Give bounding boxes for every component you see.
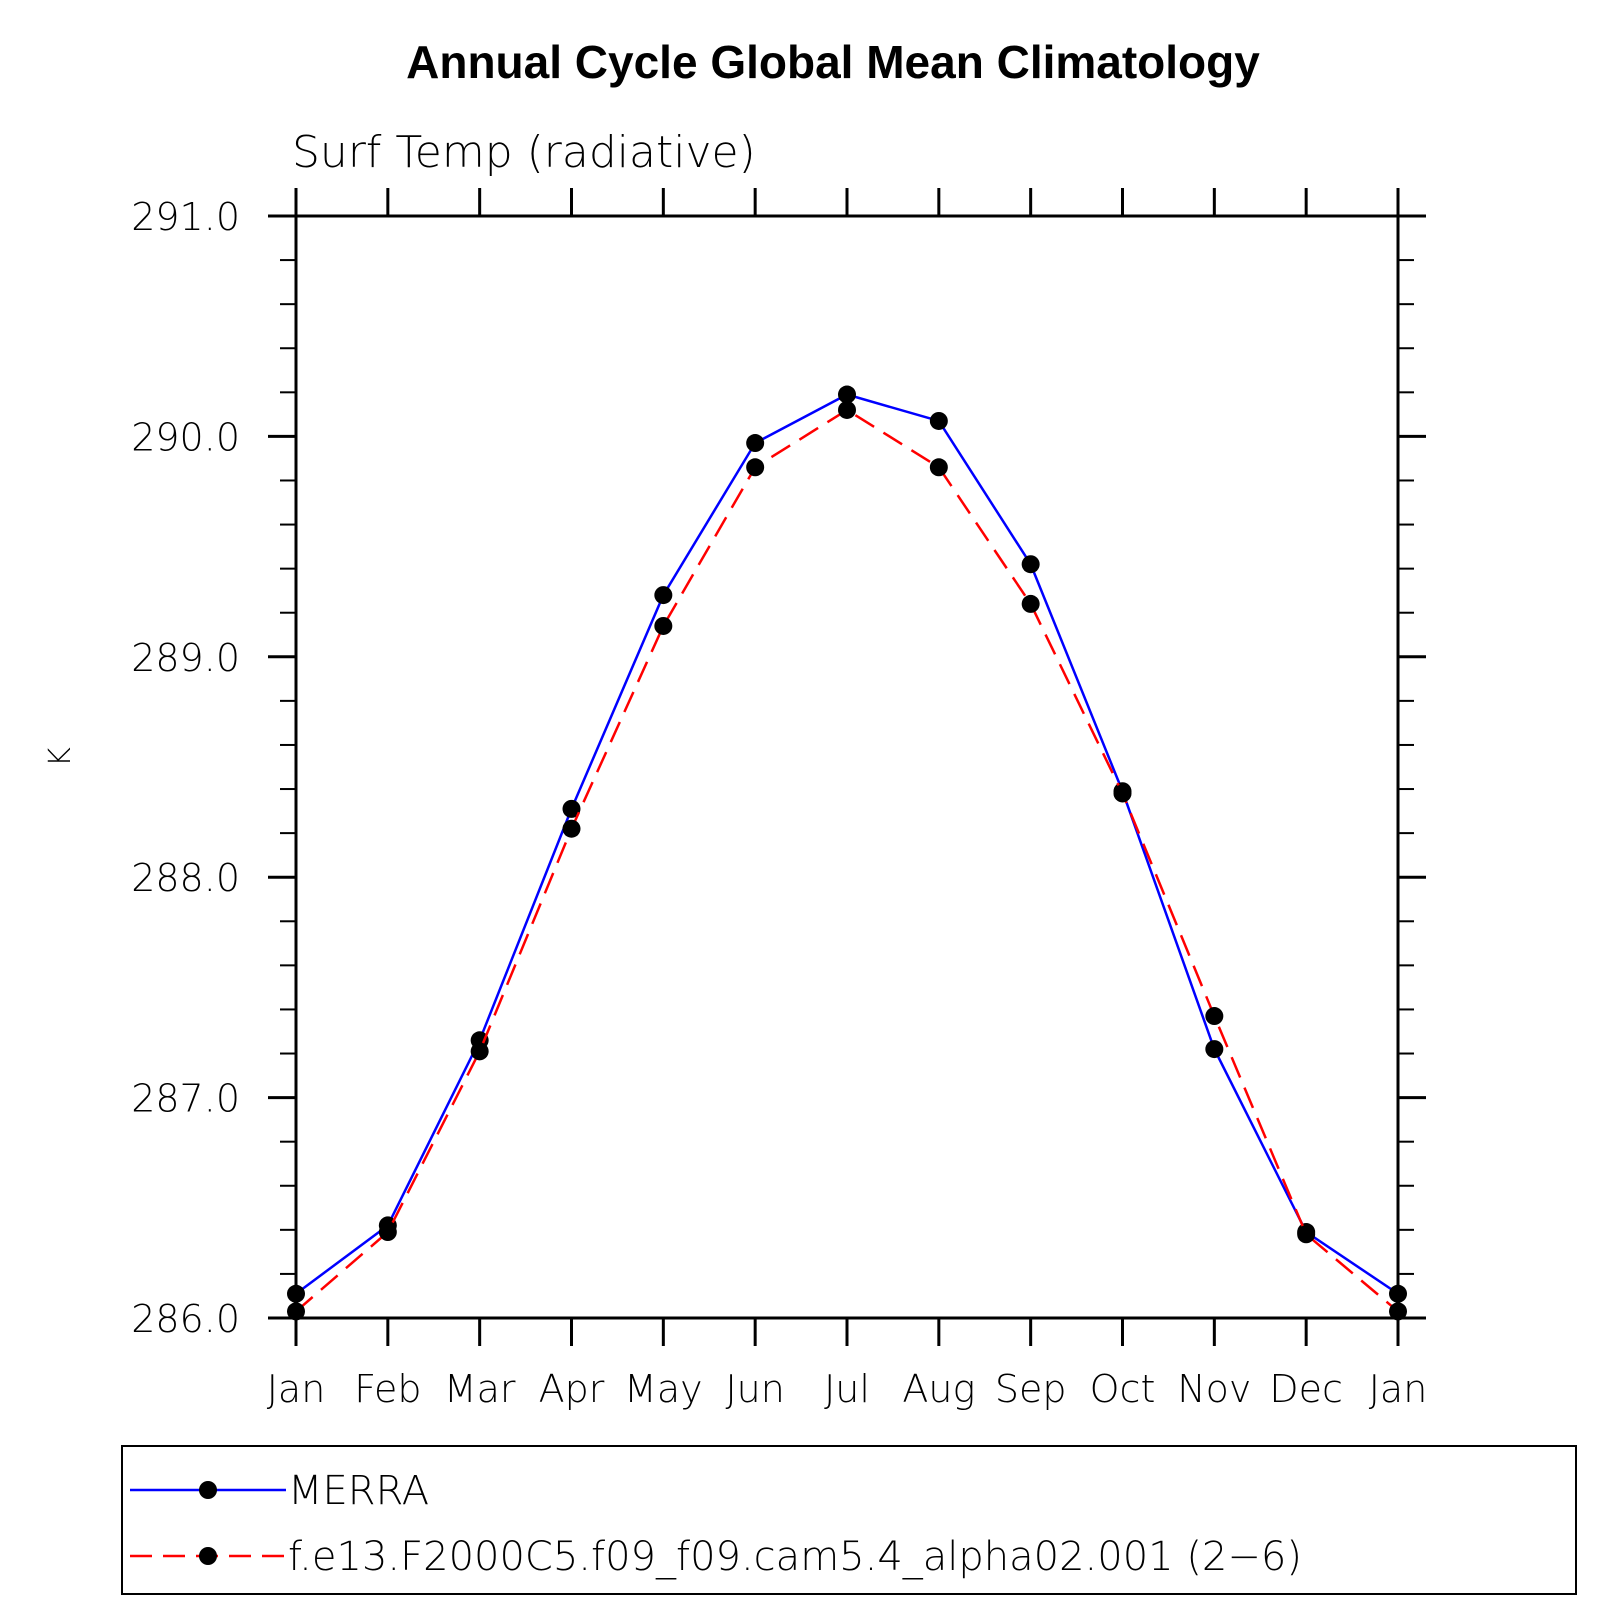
legend-swatch-marker (199, 1547, 217, 1565)
x-tick-label: Aug (902, 1367, 975, 1411)
data-point (1021, 555, 1040, 574)
data-point (1389, 1302, 1407, 1321)
x-tick-label: Jan (267, 1367, 326, 1411)
y-tick-label: 286.0 (131, 1297, 240, 1341)
x-tick-label: Feb (354, 1367, 421, 1411)
series-line-2 (295, 408, 1399, 1313)
data-point (1205, 1040, 1224, 1059)
x-tick-label: Jun (725, 1367, 784, 1411)
data-point (746, 434, 765, 453)
data-point (1389, 1284, 1407, 1303)
y-tick-label: 289.0 (131, 636, 240, 680)
data-point (1113, 784, 1132, 803)
data-point (1205, 1007, 1224, 1026)
data-point (378, 1223, 397, 1242)
data-point (746, 458, 765, 477)
data-point (287, 1302, 305, 1321)
y-tick-label: 288.0 (131, 856, 240, 900)
chart-subtitle: Surf Temp (radiative) (292, 127, 756, 178)
y-axis-label: K (43, 747, 78, 767)
x-tick-label: Nov (1177, 1367, 1251, 1411)
axes: Jan Feb Mar Apr May Jun Jul Aug Sep Oct Nov Dec Jan 2… (131, 188, 1427, 1411)
data-point (654, 586, 673, 605)
x-tick-label: Dec (1269, 1367, 1343, 1411)
plot-frame (294, 214, 1400, 1320)
x-tick-label: Oct (1090, 1367, 1156, 1411)
y-tick-label: 291.0 (131, 195, 240, 239)
legend-swatch-marker (199, 1481, 217, 1499)
series-lines (287, 385, 1407, 1321)
data-point (562, 819, 581, 838)
data-point (1021, 594, 1040, 613)
x-tick-label: May (624, 1367, 703, 1411)
data-point (470, 1042, 489, 1061)
x-tick-label: Jul (824, 1367, 870, 1411)
x-tick-label: Apr (539, 1367, 605, 1411)
legend: MERRA f.e13.F2000C5.f09_f09.cam5.4_alpha0… (121, 1445, 1577, 1595)
series-line-1 (295, 393, 1399, 1295)
y-tick-label: 290.0 (131, 415, 240, 459)
legend-box (121, 1445, 1577, 1595)
data-point (838, 400, 856, 419)
x-tick-label: Mar (444, 1367, 516, 1411)
legend-entry-label: MERRA (288, 1468, 429, 1514)
data-point (1297, 1225, 1316, 1244)
data-point (562, 799, 581, 818)
data-point (654, 616, 673, 635)
y-tick-label: 287.0 (131, 1077, 240, 1121)
legend-entry-label: f.e13.F2000C5.f09_f09.cam5.4_alpha02.001… (288, 1534, 1302, 1580)
data-point (929, 458, 948, 477)
chart-title: Annual Cycle Global Mean Climatology (406, 36, 1260, 88)
x-tick-label: Jan (1369, 1367, 1428, 1411)
x-tick-label: Sep (995, 1367, 1067, 1411)
data-point (838, 385, 856, 404)
data-point (287, 1284, 305, 1303)
data-point (929, 411, 948, 430)
